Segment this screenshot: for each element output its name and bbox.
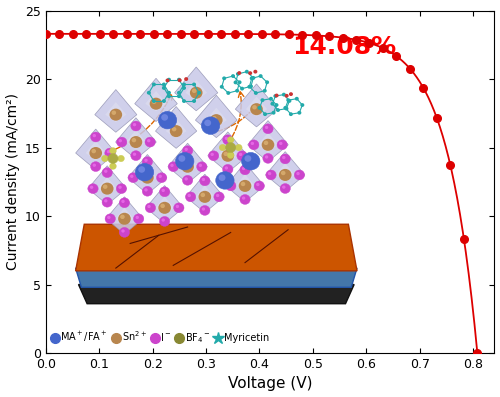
- Legend: MA$^+$/FA$^+$, Sn$^{2+}$, I$^-$, BF$_4$$^-$, Myricetin: MA$^+$/FA$^+$, Sn$^{2+}$, I$^-$, BF$_4$$…: [50, 329, 270, 345]
- X-axis label: Voltage (V): Voltage (V): [228, 376, 312, 391]
- Text: 14.08%: 14.08%: [292, 35, 396, 58]
- Y-axis label: Current density (mA/cm²): Current density (mA/cm²): [6, 93, 20, 270]
